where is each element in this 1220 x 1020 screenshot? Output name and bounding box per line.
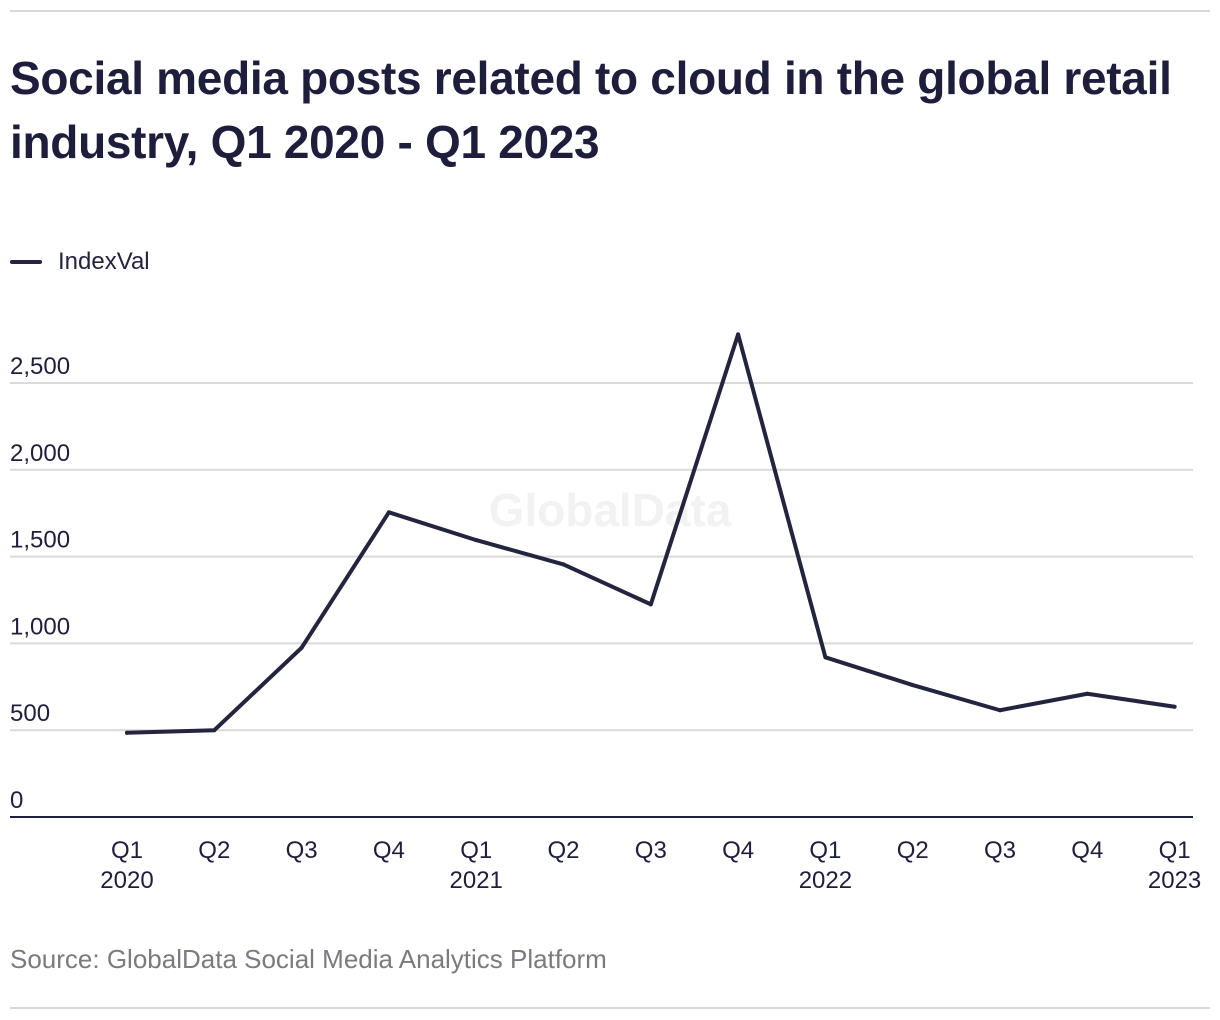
data-point xyxy=(125,730,129,735)
x-tick-label: Q2 xyxy=(547,837,579,864)
chart-title: Social media posts related to cloud in t… xyxy=(10,52,1172,168)
data-point xyxy=(1172,704,1177,709)
data-point xyxy=(998,708,1002,713)
x-tick-label: Q4 xyxy=(1071,837,1103,864)
data-point xyxy=(212,728,217,733)
data-point xyxy=(561,562,566,567)
data-point xyxy=(823,655,828,660)
y-tick-label: 500 xyxy=(10,700,50,727)
top-rule xyxy=(10,10,1210,12)
data-point xyxy=(299,645,304,650)
data-point xyxy=(386,510,391,515)
x-tick-label: Q2 xyxy=(897,837,929,864)
x-tick-label: Q1 2022 xyxy=(799,837,852,894)
y-tick-label: 0 xyxy=(10,787,23,814)
x-tick-label: Q1 2021 xyxy=(450,837,503,894)
legend: IndexVal xyxy=(10,246,150,278)
legend-label-indexval: IndexVal xyxy=(58,248,150,275)
legend-swatch-indexval xyxy=(10,260,42,264)
x-tick-label: Q4 xyxy=(373,837,405,864)
x-tick-label: Q2 xyxy=(198,837,230,864)
y-tick-label: 2,000 xyxy=(10,440,70,467)
x-tick-label: Q4 xyxy=(722,837,754,864)
data-point xyxy=(910,683,915,688)
y-tick-label: 2,500 xyxy=(10,353,70,380)
x-tick-label: Q3 xyxy=(286,837,318,864)
y-tick-label: 1,500 xyxy=(10,527,70,554)
watermark: GlobalData xyxy=(489,484,732,536)
x-tick-label: Q3 xyxy=(635,837,667,864)
source-note: Source: GlobalData Social Media Analytic… xyxy=(10,944,607,974)
data-point xyxy=(736,332,741,337)
y-tick-label: 1,000 xyxy=(10,613,70,640)
data-point xyxy=(474,538,479,543)
data-point xyxy=(648,602,653,607)
x-tick-label: Q1 2023 xyxy=(1148,837,1201,894)
x-tick-label: Q1 2020 xyxy=(100,837,153,894)
data-point xyxy=(1085,691,1090,696)
bottom-rule xyxy=(10,1007,1210,1009)
x-tick-label: Q3 xyxy=(984,837,1016,864)
